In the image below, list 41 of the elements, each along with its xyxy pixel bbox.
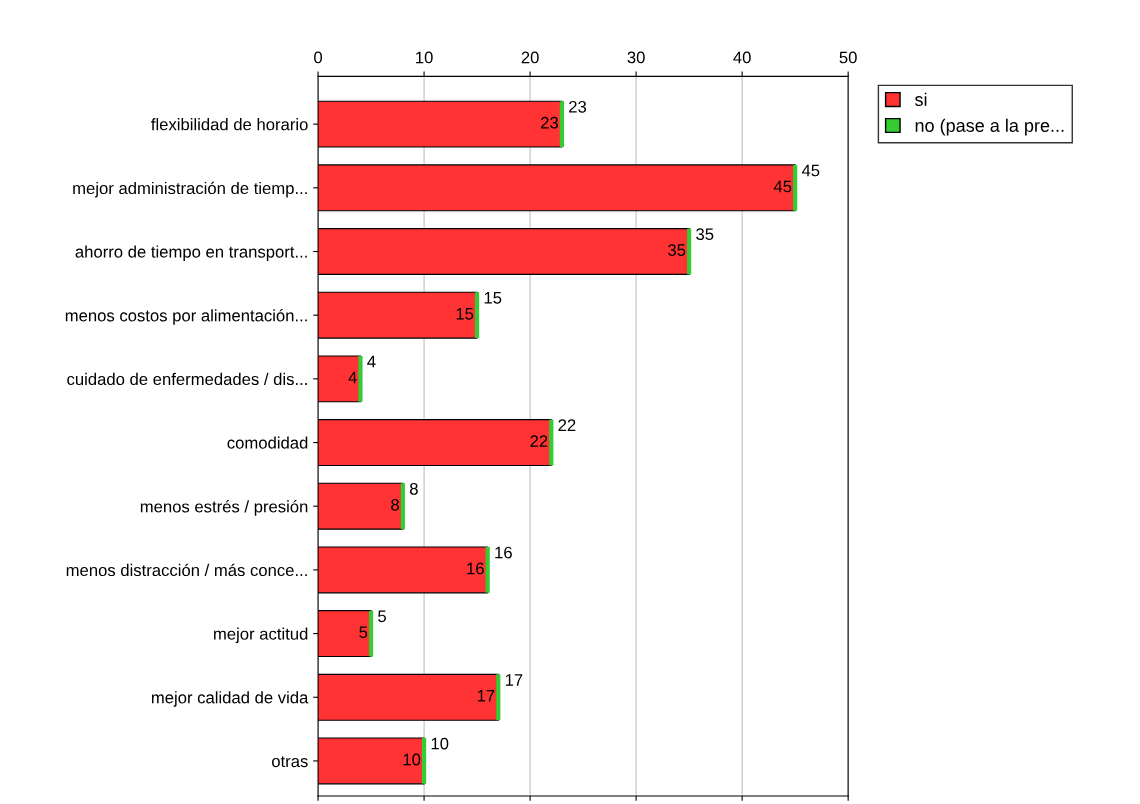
total-label: 15 [484,292,502,304]
y-tick-label: menos costos por alimentación... [65,309,307,325]
y-tick-label: comodidad [227,436,308,449]
y-tick-label: menos estrés / presión [140,500,308,516]
data-label: 22 [530,435,548,447]
x-tick-label: 30 [627,51,645,64]
data-label: 35 [668,244,686,256]
data-label: 5 [359,626,368,639]
total-label: 17 [505,674,523,686]
x-tick-label: 0 [314,51,323,64]
total-label: 10 [431,737,449,750]
data-label: 8 [391,498,399,511]
total-label: 16 [495,546,512,559]
total-label: 45 [801,164,820,177]
legend-label: si [915,92,927,106]
legend-label: no (pase a la pre... [915,118,1064,136]
x-tick-label: 20 [521,51,539,64]
total-label: 8 [409,482,418,495]
y-tick-label: mejor actitud [214,627,308,644]
y-tick-label: cuidado de enfermedades / dis... [67,372,307,386]
data-label: 16 [467,562,484,575]
data-label: 17 [477,690,495,702]
x-tick-label: 10 [416,51,433,64]
y-tick-label: mejor calidad de vida [151,691,309,707]
y-tick-label: ahorro de tiempo en transport... [75,245,307,261]
y-tick-label: otras [271,756,308,768]
y-tick-label: mejor administración de tiemp... [73,181,307,198]
data-label: 45 [773,180,792,193]
x-tick-label: 50 [839,51,857,64]
total-label: 22 [558,419,576,431]
data-label: 4 [348,371,357,384]
data-label: 10 [403,753,421,766]
y-tick-label: menos distracción / más conce... [66,563,307,577]
total-label: 35 [696,228,714,241]
total-label: 23 [569,100,587,113]
total-label: 5 [378,610,386,623]
x-tick-label: 40 [733,51,751,64]
total-label: 4 [367,355,376,368]
y-tick-label: flexibilidad de horario [151,118,308,131]
data-label: 23 [541,116,558,129]
data-label: 15 [456,308,474,320]
